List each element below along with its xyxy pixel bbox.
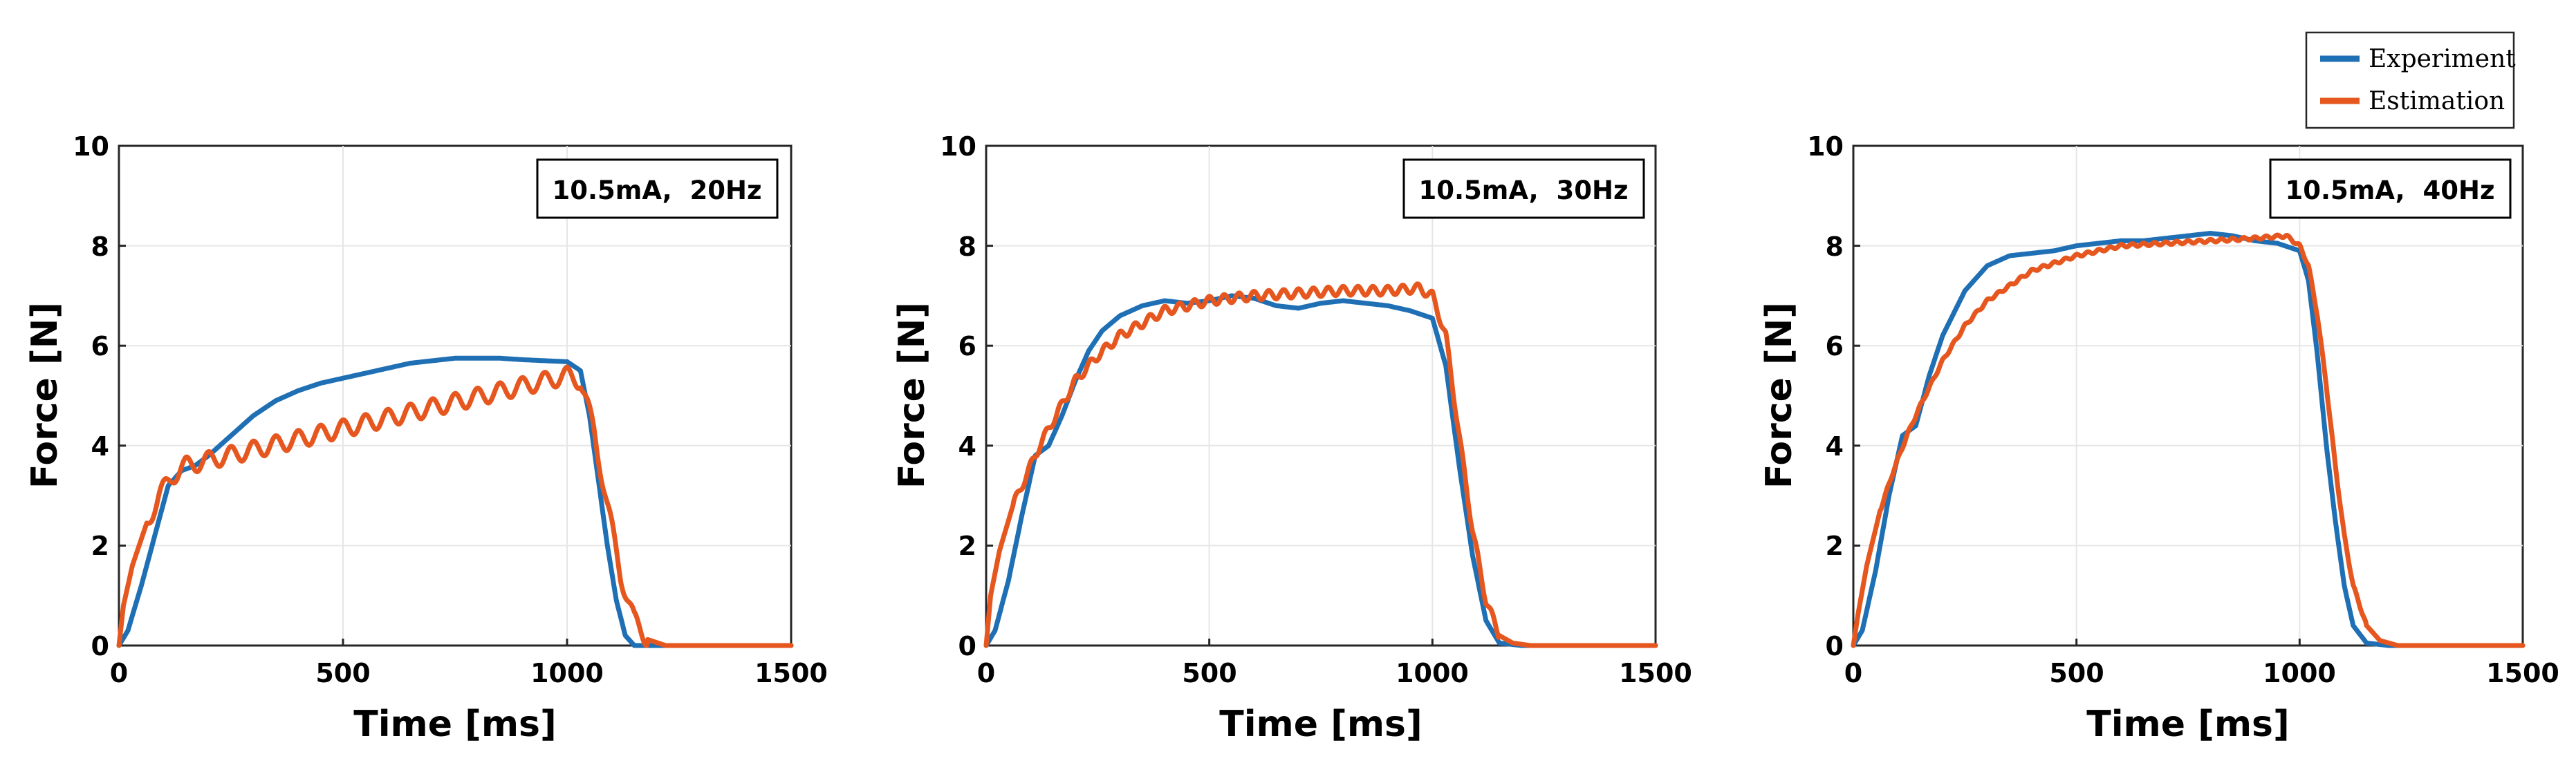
x-axis-title: Time [ms] [353,704,557,745]
y-axis-title: Force [N] [1759,302,1800,489]
y-tick-label: 0 [1826,631,1844,661]
annotation-box-20hz [536,158,779,219]
y-axis-title: Force [N] [891,302,933,489]
x-tick-label: 1500 [754,658,828,688]
x-axis-title: Time [ms] [2086,704,2290,745]
legend-label-experiment: Experiment [2369,45,2516,73]
grid-40hz [1853,146,2523,646]
y-tick-label: 8 [91,232,109,262]
x-tick-label: 1000 [1396,658,1469,688]
series-20hz [116,355,794,648]
chart-20hz: 10.5mA, 20Hz 0 500 1000 1500 0 2 4 6 8 1… [24,131,828,745]
y-tick-label: 0 [91,631,109,661]
y-tick-label: 10 [940,131,976,162]
y-tick-label: 6 [1826,331,1844,361]
annotation-40hz: 10.5mA, 40Hz [2286,176,2495,205]
chart-40hz: 10.5mA, 40Hz 0 500 1000 1500 0 2 4 6 8 1… [1759,131,2559,745]
y-tick-label: 2 [958,531,976,561]
x-tick-label: 500 [315,658,370,688]
legend: Experiment Estimation [2305,31,2516,129]
x-tick-label: 1500 [1619,658,1692,688]
y-tick-label: 4 [1826,431,1844,462]
x-tick-label: 500 [2049,658,2104,688]
series-estimation-line [983,281,1658,648]
legend-box [2305,31,2515,129]
axes-box-40hz [1852,144,2524,647]
annotation-20hz: 10.5mA, 20Hz [553,176,762,205]
y-tick-label: 8 [1826,232,1844,262]
y-tick-label: 4 [958,431,976,462]
y-tick-label: 8 [958,232,976,262]
annotation-30hz: 10.5mA, 30Hz [1419,176,1629,205]
series-30hz [983,281,1658,648]
y-axis-title: Force [N] [24,302,66,489]
x-tick-label: 0 [977,658,995,688]
legend-label-estimation: Estimation [2369,87,2505,115]
y-tick-label: 10 [1807,131,1844,162]
annotation-box-30hz [1402,158,1645,219]
series-estimation-line [116,364,794,648]
y-tick-label: 2 [91,531,109,561]
y-tick-label: 6 [958,331,976,361]
y-tick-label: 0 [958,631,976,661]
x-tick-label: 0 [110,658,128,688]
x-tick-label: 0 [1844,658,1862,688]
series-40hz [1851,231,2526,648]
x-axis-title: Time [ms] [1219,704,1423,745]
x-tick-label: 1500 [2486,658,2559,688]
y-tick-label: 4 [91,431,109,462]
x-tick-label: 1000 [2263,658,2336,688]
y-tick-label: 10 [73,131,109,162]
x-tick-label: 500 [1182,658,1236,688]
axes-box-30hz [985,144,1657,647]
grid-30hz [986,146,1656,646]
series-estimation-line [1851,232,2526,648]
y-tick-label: 2 [1826,531,1844,561]
annotation-box-40hz [2269,158,2512,219]
chart-30hz: 10.5mA, 30Hz 0 500 1000 1500 0 2 4 6 8 1… [891,131,1692,745]
y-tick-label: 6 [91,331,109,361]
x-tick-label: 1000 [530,658,604,688]
